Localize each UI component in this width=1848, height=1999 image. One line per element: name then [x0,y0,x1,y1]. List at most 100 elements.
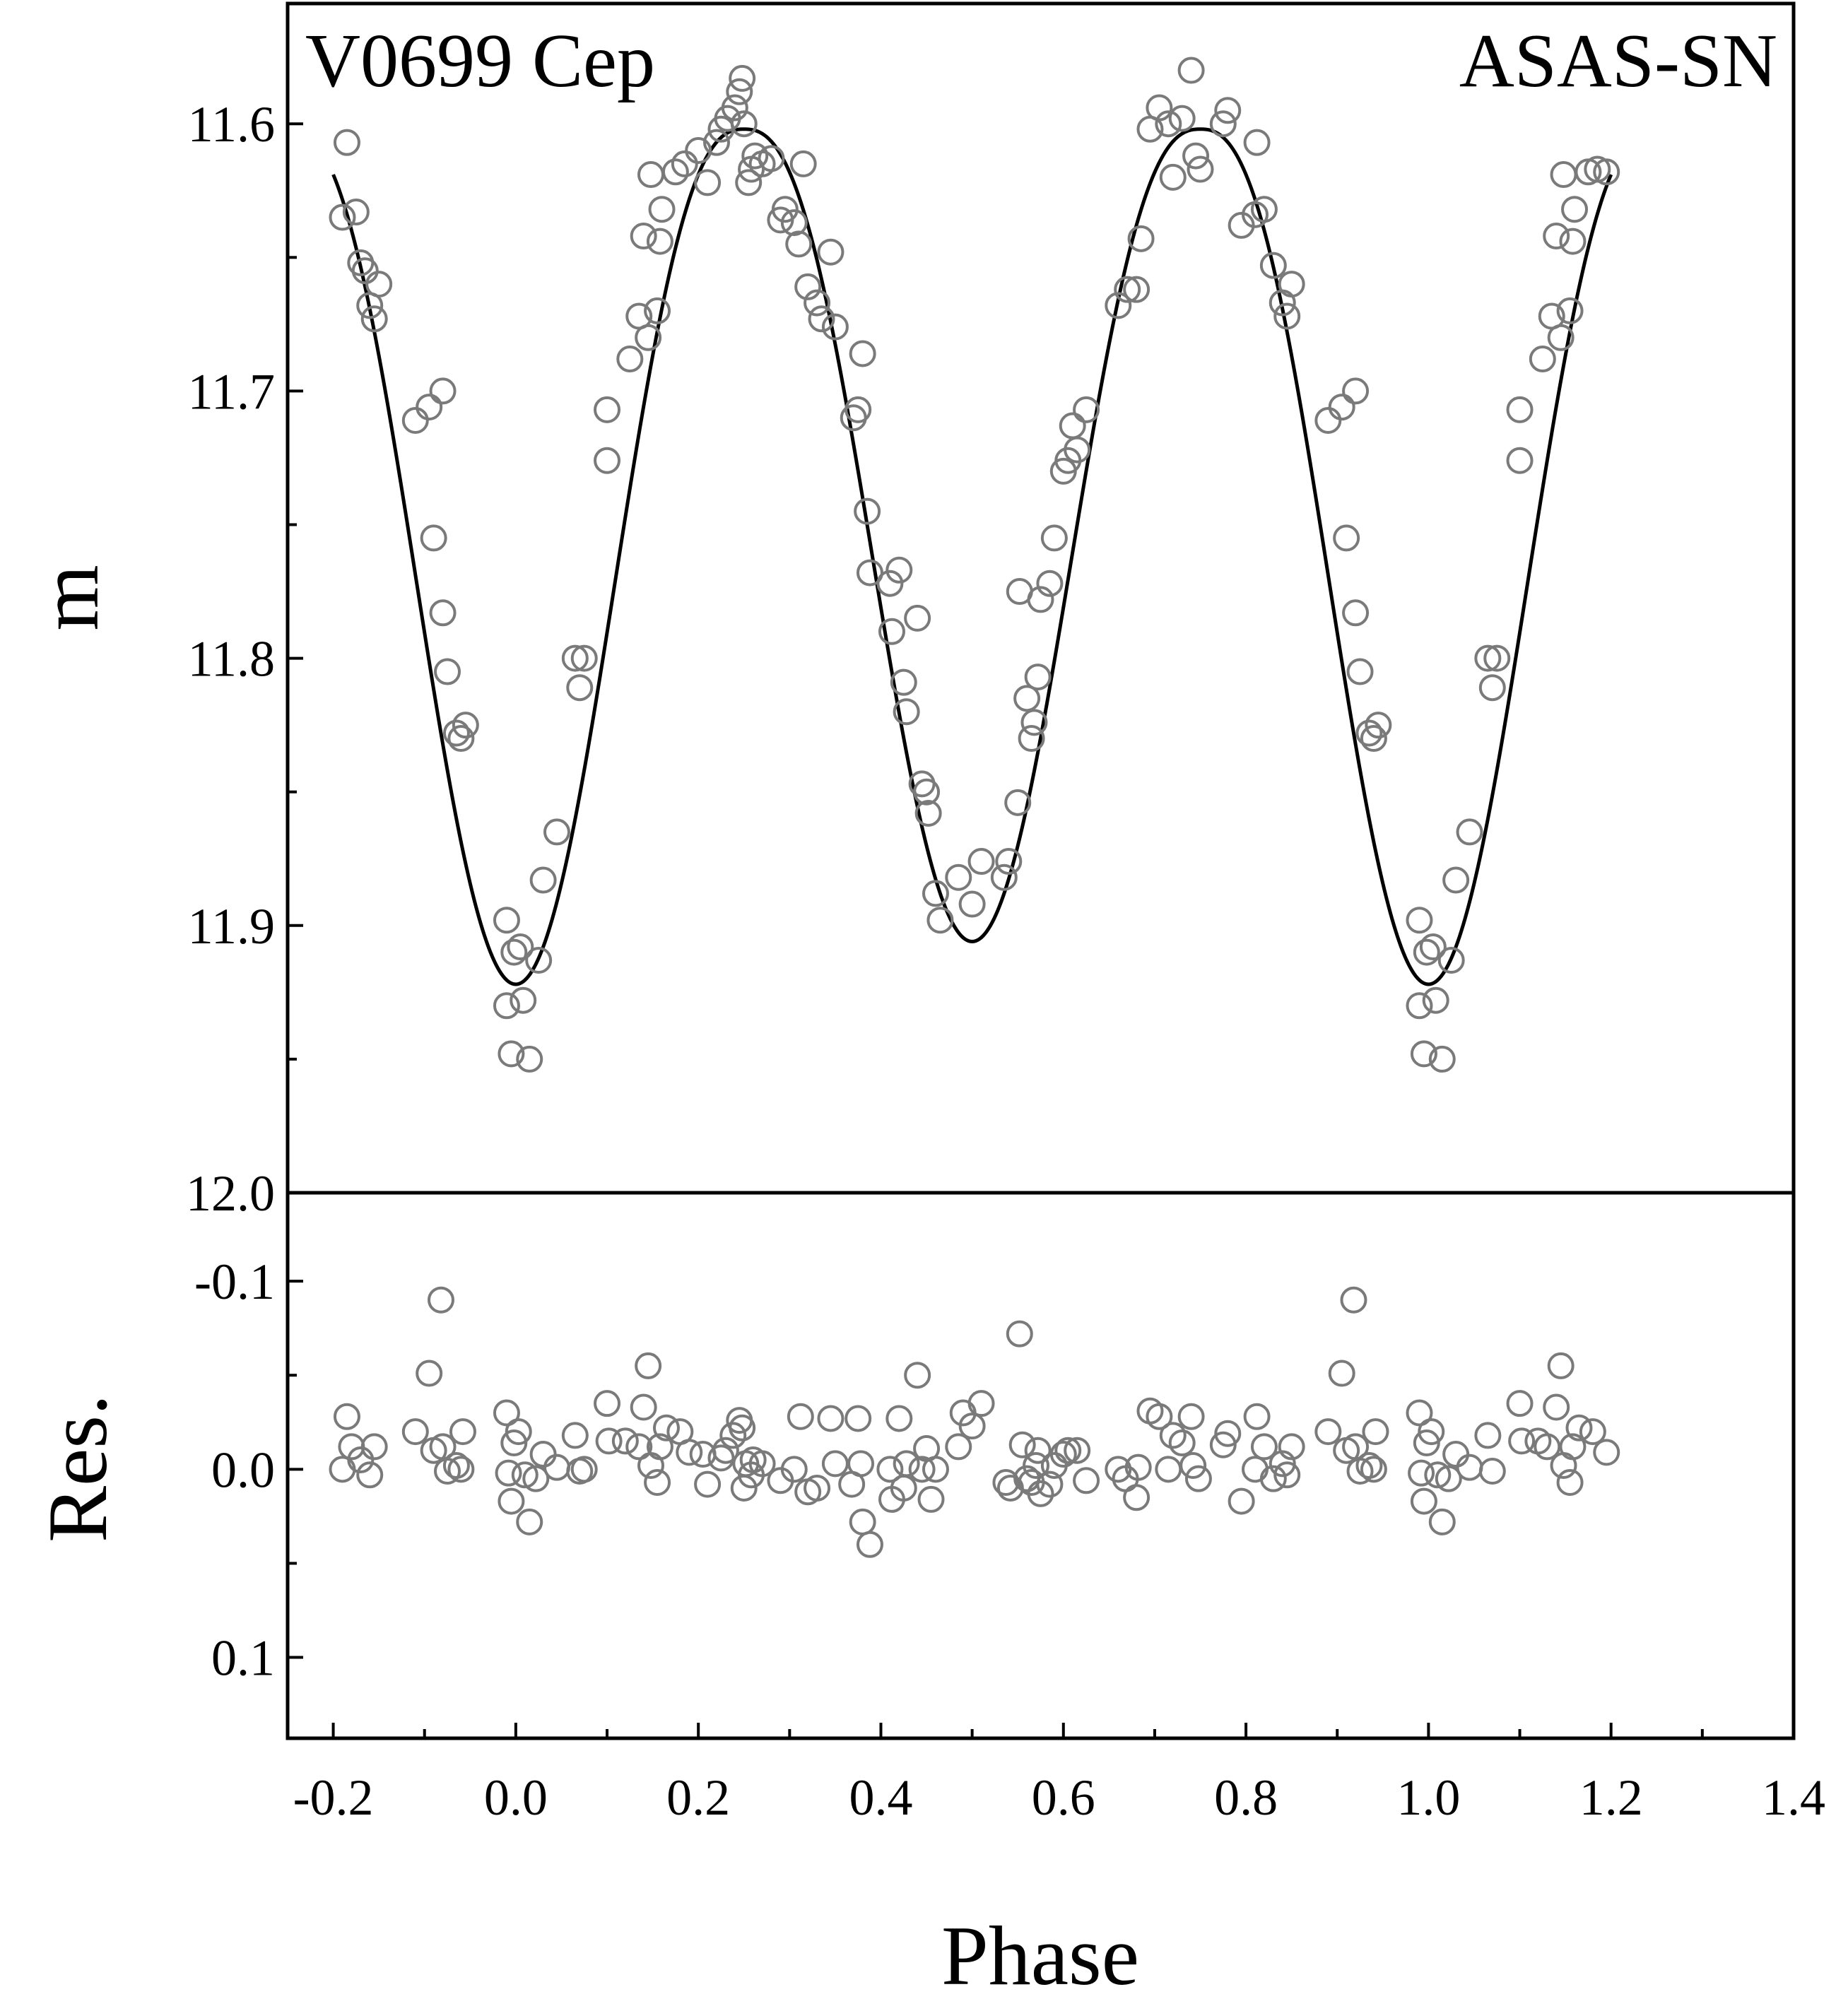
observed-point [365,271,393,298]
residual-point [694,1470,722,1498]
residual-point [1559,1433,1587,1461]
residuals-panel: -0.1 0.0 0.1 -0.2 0.0 0.2 0.4 0.6 0.8 1.0 1.2 1.4 R… [30,1191,1825,1999]
residual-point [1105,1456,1132,1483]
residual-point [1314,1418,1342,1446]
residual-point [1159,1422,1187,1449]
residual-point [401,1418,429,1446]
residual-point [1328,1360,1355,1387]
observed-point [525,946,553,974]
residual-point [522,1465,550,1492]
observed-point [726,78,753,105]
residual-point [844,1405,872,1432]
residual-point [893,1450,920,1478]
observed-point [904,604,931,632]
observed-point [1333,524,1360,552]
residual-point [1478,1457,1506,1485]
observed-point [1442,866,1470,894]
residual-point [712,1437,739,1464]
residual-point [511,1461,538,1489]
residual-point [856,1531,883,1558]
model-fit-curve [331,127,1613,986]
observed-point [1177,57,1205,84]
observed-point [735,169,763,196]
residual-point [1006,1320,1033,1348]
residual-point [1410,1487,1437,1515]
observed-point [1506,447,1534,474]
residual-point [707,1444,735,1472]
observed-point [630,223,657,250]
observed-point [1114,276,1141,303]
residual-point [1024,1437,1052,1464]
residual-point [1565,1414,1593,1441]
y-tick-label: 11.8 [188,631,275,688]
residual-point [644,1468,671,1496]
residual-point [1418,1418,1445,1446]
light-curve-marks [329,57,1620,1073]
observed-point [1474,644,1502,672]
observed-point [493,992,520,1020]
residual-point [646,1433,673,1461]
x-tick-label: 0.4 [849,1769,912,1826]
residual-point [561,1422,589,1449]
observed-point [1360,725,1387,753]
residual-point [442,1452,470,1479]
residual-point [1073,1467,1100,1494]
residual-point [500,1429,528,1457]
residual-point [1456,1453,1483,1481]
light-curve-panel: 11.6 11.7 11.8 11.9 12.0 V0699 Cep ASAS-SN m [22,1,1796,1222]
residual-point [493,1399,520,1427]
residual-point [1177,1403,1205,1430]
observed-point [637,161,665,189]
observed-point [1328,394,1355,421]
observed-point [854,497,881,525]
observed-point [794,273,822,300]
observed-point [510,986,537,1014]
observed-point [817,238,844,266]
residual-point [529,1441,557,1468]
residual-point [625,1433,653,1461]
light-curve-y-axis: 11.6 11.7 11.8 11.9 12.0 [186,96,303,1222]
observed-point [1355,719,1383,747]
observed-point [493,907,520,934]
residual-point [1054,1437,1082,1464]
residual-point [1243,1403,1271,1430]
observed-point [329,204,356,231]
residual-point [1278,1433,1305,1461]
residual-point [449,1418,476,1446]
observed-point [1547,324,1575,351]
residual-point [1442,1441,1470,1468]
residual-point [1424,1461,1452,1489]
observed-point [646,228,673,255]
residual-point [594,1390,621,1417]
observed-point [507,933,534,961]
observed-point [566,674,594,702]
residual-point [996,1474,1024,1502]
residual-point [360,1433,388,1461]
residual-point [847,1450,875,1478]
residual-point [1579,1418,1606,1446]
residual-point [676,1439,703,1466]
residual-point [1123,1484,1150,1511]
y-tick-label: 11.7 [188,363,275,420]
observed-point [1314,406,1342,434]
observed-point [1259,252,1287,279]
residual-point [333,1403,360,1430]
observed-point [958,890,986,918]
residual-point [1428,1508,1456,1535]
observed-point [500,938,528,966]
observed-point [594,396,621,423]
x-tick-label: 1.0 [1396,1769,1460,1826]
observed-point [1168,105,1196,132]
observed-point [1559,228,1587,255]
observed-point [1550,161,1577,189]
residual-point [817,1405,844,1432]
residual-point [595,1427,623,1455]
residual-point [967,1390,995,1417]
observed-point [789,150,817,177]
observed-point [1155,110,1182,138]
observed-point [1406,992,1433,1020]
observed-point [780,209,808,237]
residual-point [719,1422,747,1449]
residual-point [652,1414,680,1441]
